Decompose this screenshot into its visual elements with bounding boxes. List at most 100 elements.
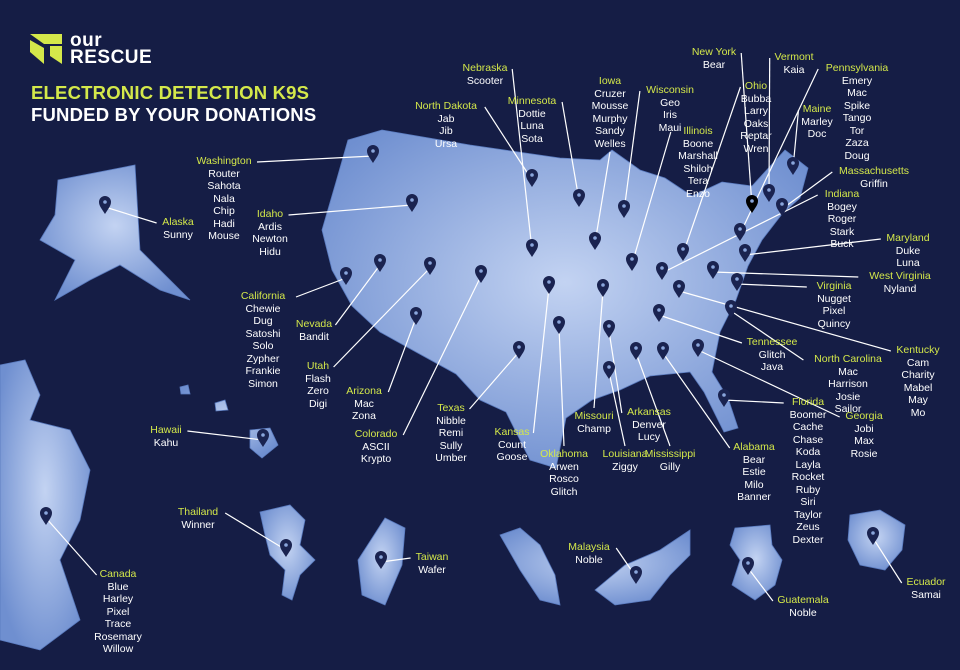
- leader-line-massachusetts: [781, 171, 833, 210]
- map-pin-icon[interactable]: [424, 257, 436, 275]
- dog-name: Kaia: [783, 63, 805, 76]
- region-name: Kentucky: [896, 344, 940, 356]
- leader-line-arizona: [387, 317, 417, 393]
- map-pin-icon[interactable]: [40, 507, 52, 525]
- dog-name: Nugget: [817, 292, 851, 305]
- map-pin-icon[interactable]: [626, 253, 638, 271]
- dog-name: Count: [497, 438, 527, 451]
- dog-name: Frankie: [245, 365, 281, 377]
- region-name: Minnesota: [507, 95, 557, 107]
- map-pin-icon[interactable]: [718, 389, 730, 407]
- dog-name: Cruzer: [594, 87, 626, 100]
- leader-line-alabama: [662, 352, 731, 449]
- dog-name: Stark: [829, 225, 855, 238]
- region-name: Arkansas: [627, 406, 671, 418]
- leader-line-vermont: [768, 57, 771, 196]
- map-pin-dot: [410, 198, 414, 202]
- map-pin-icon[interactable]: [257, 429, 269, 447]
- map-pin-icon[interactable]: [589, 232, 601, 250]
- map-pin-icon[interactable]: [618, 200, 630, 218]
- map-pin-icon[interactable]: [406, 194, 418, 212]
- region-name: Tennessee: [746, 336, 798, 348]
- map-pin-icon[interactable]: [603, 361, 615, 379]
- leader-line-new-york: [740, 52, 753, 207]
- label-missouri: Missouri Champ: [574, 410, 613, 435]
- map-pin-icon[interactable]: [340, 267, 352, 285]
- map-pin-icon[interactable]: [99, 196, 111, 214]
- leader-line-florida: [723, 399, 784, 404]
- map-pin-dot: [767, 188, 771, 192]
- map-pin-icon[interactable]: [375, 551, 387, 569]
- map-pin-dot: [44, 511, 48, 515]
- map-pin-icon[interactable]: [867, 527, 879, 545]
- dog-name: Goose: [496, 451, 528, 463]
- dog-name: Wren: [743, 142, 769, 155]
- headline-line1: ELECTRONIC DETECTION K9S: [31, 82, 310, 103]
- map-pin-icon[interactable]: [630, 342, 642, 360]
- map-pin-dot: [722, 393, 726, 397]
- map-pin-icon[interactable]: [475, 265, 487, 283]
- map-pin-icon[interactable]: [553, 316, 565, 334]
- map-pin-icon[interactable]: [543, 276, 555, 294]
- map-pin-icon[interactable]: [367, 145, 379, 163]
- map-pin-icon[interactable]: [657, 342, 669, 360]
- map-pin-icon[interactable]: [630, 566, 642, 584]
- dog-name: Solo: [252, 340, 274, 352]
- map-pin-icon[interactable]: [746, 195, 758, 213]
- label-nevada: Nevada Bandit: [296, 318, 332, 343]
- leader-line-wisconsin: [623, 90, 641, 212]
- map-pin-icon[interactable]: [526, 239, 538, 257]
- map-pin-icon[interactable]: [656, 262, 668, 280]
- map-pin-icon[interactable]: [787, 157, 799, 175]
- dog-name: Zona: [352, 410, 376, 422]
- map-pin-icon[interactable]: [573, 189, 585, 207]
- region-name: California: [240, 290, 286, 302]
- map-pin-icon[interactable]: [734, 223, 746, 241]
- map-pin-dot: [696, 343, 700, 347]
- map-pin-icon[interactable]: [280, 539, 292, 557]
- map-pin-icon[interactable]: [597, 279, 609, 297]
- label-north-carolina: North Carolina Mac Harrison Josie Sailor: [814, 353, 882, 416]
- map-pin-icon[interactable]: [526, 169, 538, 187]
- map-pin-icon[interactable]: [374, 254, 386, 272]
- map-pin-dot: [743, 248, 747, 252]
- map-pin-icon[interactable]: [677, 243, 689, 261]
- map-pin-icon[interactable]: [742, 557, 754, 575]
- malaysia-shape: [499, 527, 691, 606]
- region-name: Thailand: [177, 506, 219, 518]
- ecuador-shape: [847, 509, 906, 571]
- map-pin-icon[interactable]: [739, 244, 751, 262]
- dog-name: Charity: [901, 369, 935, 381]
- dog-name: Oaks: [743, 117, 769, 130]
- region-name: Missouri: [574, 410, 614, 422]
- map-pin-dot: [261, 433, 265, 437]
- map-pin-icon[interactable]: [731, 273, 743, 291]
- map-pin-icon[interactable]: [410, 307, 422, 325]
- dog-name: Umber: [435, 452, 467, 464]
- dog-name: Hadi: [213, 217, 235, 230]
- map-pin-icon[interactable]: [653, 304, 665, 322]
- label-alabama: Alabama Bear Estie Milo Banner: [733, 441, 774, 504]
- dog-name: Iris: [662, 109, 677, 121]
- label-alaska: Alaska Sunny: [162, 216, 194, 241]
- region-name: Iowa: [598, 75, 622, 87]
- map-pin-icon[interactable]: [725, 300, 737, 318]
- map-pin-dot: [607, 324, 611, 328]
- map-pin-icon[interactable]: [513, 341, 525, 359]
- label-minnesota: Minnesota Dottie Luna Sota: [508, 95, 556, 145]
- map-pin-icon[interactable]: [603, 320, 615, 338]
- dog-name: Jib: [439, 125, 453, 137]
- dog-name: Noble: [789, 606, 817, 619]
- map-pin-icon[interactable]: [776, 198, 788, 216]
- dog-name: Nala: [213, 192, 235, 205]
- map-pin-icon[interactable]: [763, 184, 775, 202]
- dog-name: Krypto: [360, 453, 392, 465]
- dog-name: Shiloh: [683, 162, 713, 175]
- map-pin-icon[interactable]: [673, 280, 685, 298]
- map-pin-icon[interactable]: [692, 339, 704, 357]
- map-pin-dot: [630, 257, 634, 261]
- map-pin-dot: [547, 280, 551, 284]
- label-canada: Canada Blue Harley Pixel Trace Rosemary Willow: [94, 568, 142, 656]
- map-pin-icon[interactable]: [707, 261, 719, 279]
- dog-name: Ardis: [258, 220, 282, 233]
